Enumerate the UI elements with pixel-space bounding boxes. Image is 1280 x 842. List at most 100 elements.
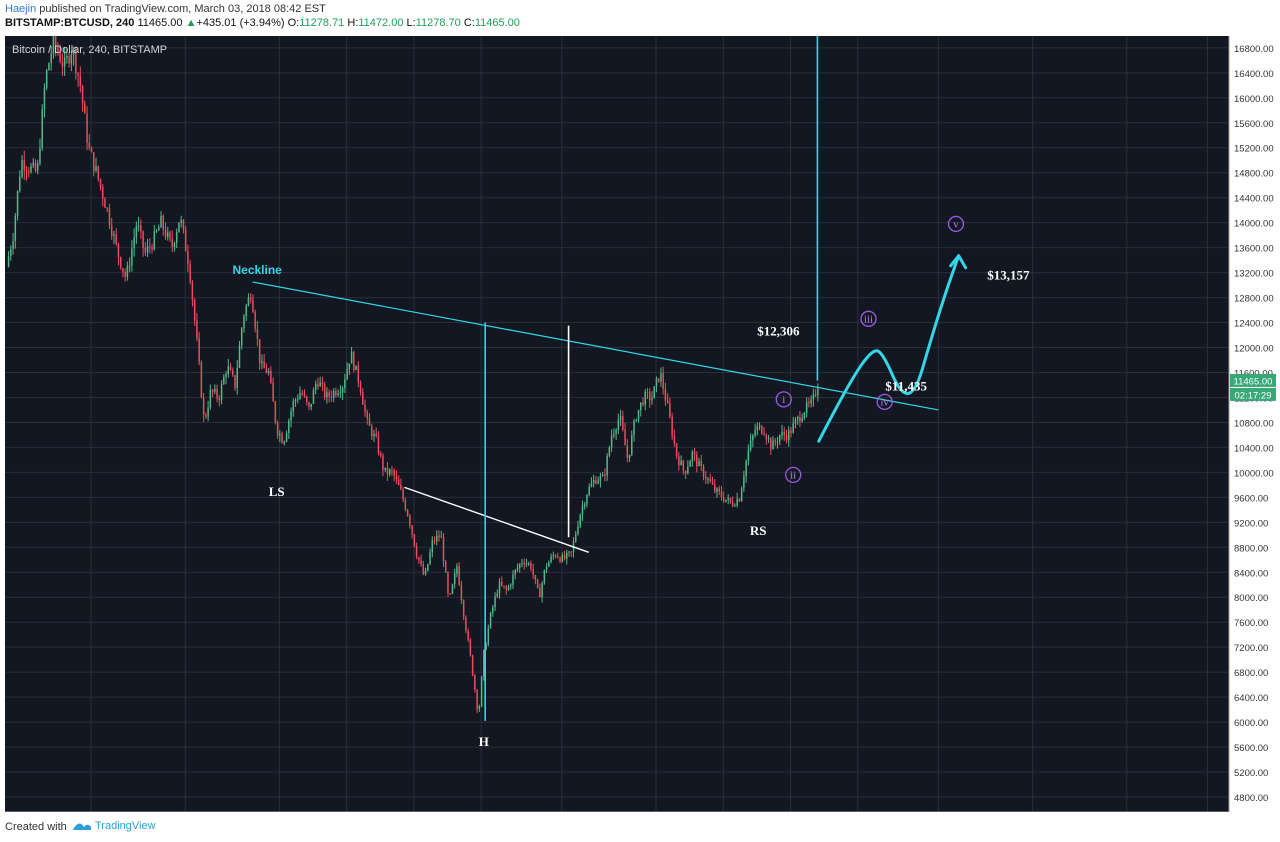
price-chart[interactable]: NecklineLSHRS$12,306$13,157$11,435iiiiii… — [0, 36, 1280, 812]
candle-body — [801, 418, 803, 422]
candle-body — [207, 407, 209, 417]
author-link[interactable]: Haejin — [5, 3, 37, 15]
candle-body — [796, 416, 799, 420]
candle-body — [167, 232, 169, 237]
candle-body — [554, 555, 557, 557]
candle-body — [552, 555, 555, 557]
candle-body — [28, 171, 30, 173]
candle-body — [303, 394, 306, 397]
publish-header: Haejin published on TradingView.com, Mar… — [0, 0, 1280, 36]
candle-body — [12, 241, 14, 250]
candle-body — [527, 563, 530, 565]
candle-body — [326, 392, 328, 398]
candle-body — [539, 588, 541, 598]
candle-body — [727, 497, 729, 500]
candle-body — [79, 75, 82, 87]
candle-body — [359, 382, 362, 393]
y-tick-label: 9200.00 — [1234, 518, 1268, 529]
candle-body — [718, 488, 720, 492]
tradingview-logo[interactable]: TradingView — [72, 820, 156, 832]
candle-body — [740, 488, 743, 502]
candle-body — [534, 574, 537, 580]
candle-body — [335, 390, 337, 396]
candle-body — [122, 268, 124, 272]
candle-body — [95, 166, 97, 171]
candle-body — [462, 600, 465, 617]
candle-body — [799, 416, 801, 422]
candle-body — [68, 56, 70, 64]
candle-body — [541, 582, 543, 598]
candle-body — [341, 387, 344, 393]
candle-body — [518, 564, 521, 569]
candle-body — [657, 378, 660, 382]
candle-body — [440, 536, 442, 538]
candle-body — [548, 561, 550, 567]
candle-body — [743, 476, 745, 489]
countdown-badge-text: 02:17:29 — [1235, 390, 1272, 401]
candle-body — [655, 378, 658, 387]
candle-body — [88, 142, 91, 148]
price-target-label: $11,435 — [885, 379, 927, 394]
candle-body — [624, 429, 626, 446]
candle-body — [682, 460, 685, 471]
candle-body — [61, 61, 64, 67]
candle-body — [642, 402, 644, 405]
candle-body — [364, 404, 366, 412]
candle-body — [749, 440, 752, 450]
wave-circle — [947, 215, 965, 233]
y-tick-label: 10000.00 — [1234, 468, 1274, 479]
candle-body — [7, 256, 10, 267]
candle-body — [288, 420, 290, 434]
candle-body — [570, 551, 573, 553]
candle-body — [84, 103, 86, 114]
candle-body — [693, 451, 696, 455]
candle-body — [812, 394, 815, 400]
candle-body — [337, 393, 339, 396]
inner-trendline — [404, 486, 589, 553]
candle-body — [332, 390, 335, 398]
candle-body — [687, 466, 689, 474]
candle-body — [41, 109, 43, 149]
candle-body — [133, 237, 135, 249]
y-tick-label: 8000.00 — [1234, 593, 1268, 604]
candle-body — [265, 368, 268, 374]
symbol-label: BITSTAMP:BTCUSD, 240 — [5, 17, 135, 29]
candle-body — [146, 246, 149, 253]
projection-curve — [817, 254, 961, 443]
candle-body — [736, 498, 738, 506]
open-value: 11278.71 — [299, 17, 345, 29]
candle-body — [297, 398, 299, 400]
candle-body — [386, 467, 389, 475]
candle-body — [545, 566, 548, 571]
candle-body — [413, 534, 416, 547]
candle-body — [411, 525, 413, 535]
candle-body — [397, 479, 400, 486]
candle-body — [512, 574, 514, 585]
candle-body — [261, 361, 263, 364]
countdown-badge — [1230, 387, 1276, 401]
candle-body — [566, 552, 568, 559]
candle-body — [590, 483, 593, 487]
candle-body — [633, 420, 635, 436]
candle-body — [175, 232, 178, 244]
plot-area[interactable] — [5, 36, 1229, 812]
candle-body — [451, 584, 454, 594]
pattern-label: LS — [269, 484, 285, 499]
candle-body — [606, 455, 608, 476]
candle-body — [476, 689, 478, 710]
candle-body — [350, 352, 353, 364]
candle-body — [662, 373, 664, 389]
created-with-text: Created with — [5, 821, 67, 833]
up-arrow-icon: ▲ — [185, 17, 197, 29]
candle-body — [489, 612, 492, 628]
candle-body — [99, 179, 102, 187]
candle-body — [700, 461, 703, 466]
candle-body — [588, 486, 590, 496]
candle-body — [453, 573, 456, 585]
candle-body — [330, 396, 333, 398]
y-tick-label: 15600.00 — [1234, 119, 1274, 130]
wave-circle — [785, 466, 802, 484]
candle-body — [673, 435, 676, 444]
candle-body — [628, 454, 631, 458]
candle-body — [758, 425, 761, 427]
